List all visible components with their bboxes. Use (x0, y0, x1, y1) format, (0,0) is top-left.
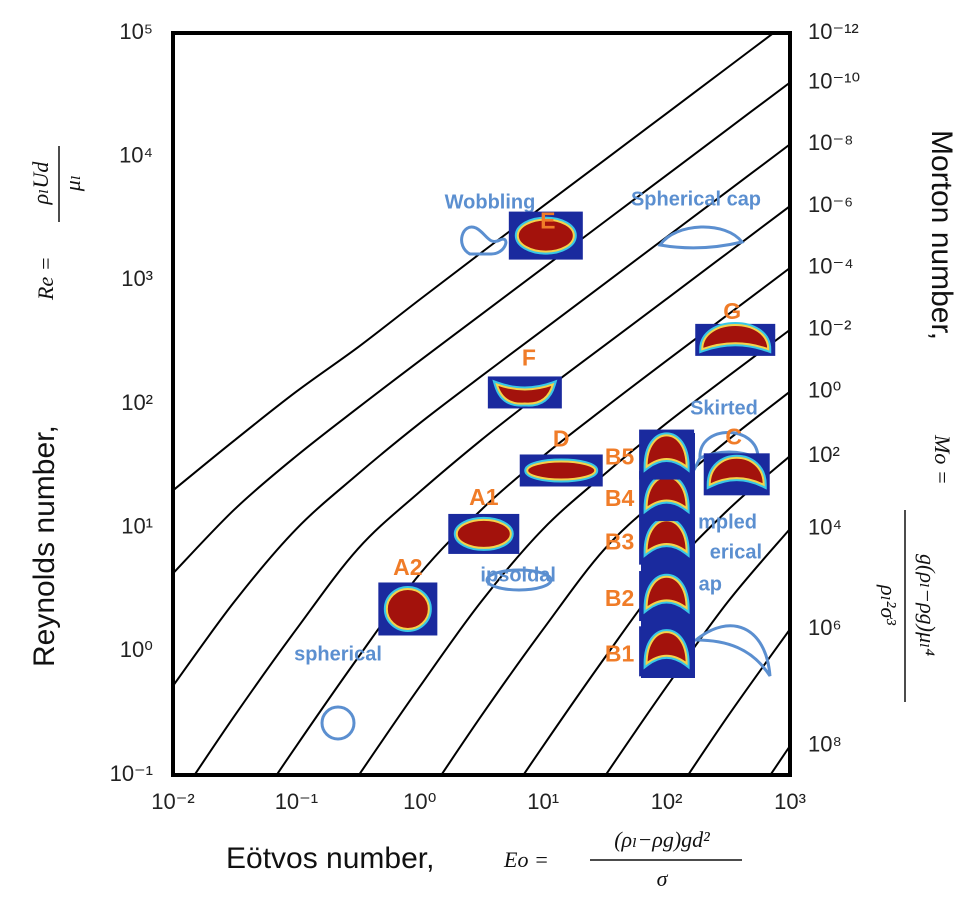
bubble-shape (645, 575, 688, 611)
bubble-shape (526, 460, 597, 481)
annotation-layer: Wobbling Spherical cap Skirted mpled eri… (294, 188, 762, 665)
bubble-shape (645, 631, 688, 666)
y-tick-label: 10⁻¹ (110, 761, 153, 786)
bubble-shape (708, 456, 765, 487)
annotation: erical (710, 541, 762, 563)
sketch-ellipsoidal (485, 568, 553, 592)
y-tick-label: 10² (121, 390, 153, 415)
mo-curve (769, 745, 790, 775)
case-label: D (553, 426, 570, 452)
mo-curve (173, 143, 790, 687)
mo-label: 10⁻² (808, 316, 851, 341)
case-label: G (723, 298, 741, 324)
case-label: B4 (605, 485, 635, 511)
mo-label: 10² (808, 442, 840, 467)
sketch-spherical (320, 705, 356, 741)
x-axis-numerator: (ρₗ−ρg)gd² (614, 827, 710, 852)
mo-curve (522, 455, 790, 775)
annotation: ap (699, 573, 722, 595)
x-axis-text: Eötvos number, (226, 842, 434, 875)
y-axis-symbol: Re = (33, 256, 58, 301)
x-axis-denominator: σ (657, 866, 669, 891)
y-tick-label: 10⁴ (119, 142, 153, 167)
mo-label: 10⁻⁶ (808, 192, 853, 217)
bubble-shape (645, 519, 688, 554)
y-tick-label: 10³ (121, 266, 153, 291)
x-tick-label: 10⁰ (403, 789, 436, 814)
y-tick-label: 10⁵ (119, 19, 153, 44)
bubble-shape (516, 218, 575, 253)
mo-label: 10⁸ (808, 732, 842, 757)
y-axis-numerator: ρₗUd (28, 161, 53, 206)
bubble-shape (701, 324, 770, 351)
x-tick-label: 10³ (774, 789, 806, 814)
mo-label: 10⁻¹² (808, 19, 859, 44)
sketch-skirted (692, 431, 766, 471)
annotation: mpled (698, 511, 757, 533)
bubble-shape (645, 475, 688, 511)
plot-frame (171, 31, 792, 777)
mo-label: 10⁴ (808, 515, 842, 540)
x-tick-label: 10⁻¹ (275, 789, 318, 814)
bubble-shape (385, 587, 430, 630)
annotation: Spherical cap (631, 188, 761, 210)
mo-curve (604, 528, 790, 775)
mo-label: 10⁻¹⁰ (808, 68, 860, 93)
case-label: A1 (469, 484, 499, 510)
y2-axis-symbol: Mo = (930, 434, 955, 485)
x-tick-label: 10¹ (527, 789, 559, 814)
case-layer: A2 A1 B1 B2 B3 B4 B5 C D E F G (378, 208, 776, 677)
mo-curve (173, 81, 790, 575)
y-tick-label: 10⁰ (120, 637, 153, 662)
case-label: B3 (605, 529, 634, 555)
mo-label: 10⁶ (808, 615, 842, 640)
annotation: ipsoidal (480, 564, 556, 586)
case-label: E (540, 208, 555, 234)
mo-curve (686, 628, 790, 775)
y-axis-title: Reynolds number, Re = ρₗUd μₗ (28, 146, 85, 667)
bubble-shape (645, 434, 688, 469)
case-label: A2 (393, 554, 422, 580)
y-axis-text: Reynolds number, (28, 425, 61, 667)
sketch-spherical-cap (657, 225, 745, 250)
curve-layer (173, 33, 790, 775)
mo-curve (275, 267, 790, 775)
x-tick-label: 10⁻² (151, 789, 194, 814)
case-label: B1 (605, 640, 635, 666)
mo-curve (357, 328, 790, 775)
mo-label: 10⁻⁸ (808, 130, 853, 155)
bubble-shape (455, 518, 512, 549)
y-tick-label: 10¹ (121, 513, 153, 538)
annotation: Skirted (690, 397, 758, 419)
sketch-wobbling (460, 225, 508, 256)
x-axis-symbol: Eo = (503, 847, 549, 872)
y2-axis-title: Morton number, Mo = g(ρₗ−ρg)μₗ⁴ ρₗ²σ³ (876, 130, 958, 702)
bubble-shape (495, 382, 555, 405)
case-label: B2 (605, 585, 634, 611)
mo-curve (440, 390, 790, 775)
regime-sketches (320, 225, 772, 741)
y2-axis-denominator: ρₗ²σ³ (876, 584, 901, 625)
y-axis-denominator: μₗ (60, 175, 85, 192)
y2-axis-text: Morton number, (925, 130, 958, 340)
mo-label: 10⁰ (808, 377, 841, 402)
annotation: Wobbling (445, 191, 536, 213)
tick-layer: 10⁻² 10⁻¹ 10⁰ 10¹ 10² 10³ 10⁻¹ 10⁰ 10¹ 10² 10³ 10⁴ 1… (110, 19, 861, 814)
case-label: B5 (605, 444, 635, 470)
y2-axis-numerator: g(ρₗ−ρg)μₗ⁴ (915, 554, 940, 656)
mo-curve (193, 205, 790, 775)
sketch-dimpled-cap (691, 624, 772, 677)
case-label: C (725, 423, 742, 449)
x-tick-label: 10² (651, 789, 683, 814)
annotation: spherical (294, 643, 382, 665)
x-axis-title: Eötvos number, Eo = (ρₗ−ρg)gd² σ (226, 827, 742, 891)
mo-label: 10⁻⁴ (808, 254, 854, 279)
case-label: F (522, 345, 536, 371)
